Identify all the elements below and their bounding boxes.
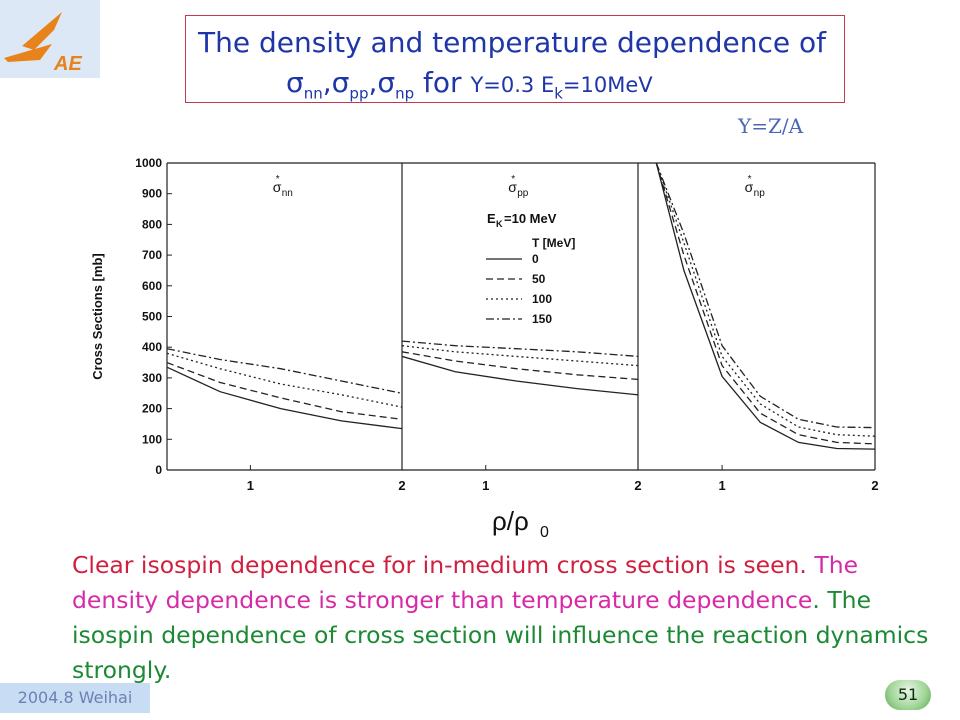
series-line-T0 xyxy=(655,163,875,450)
panel-label-star: * xyxy=(748,174,752,185)
sigma-np-subscript: np xyxy=(395,84,415,103)
title-condition-a: Y=0.3 E xyxy=(470,73,555,97)
panel-label-sigma: σ xyxy=(508,179,517,195)
series-line-T150 xyxy=(655,163,875,429)
panel-label-subscript: np xyxy=(754,188,766,199)
legend-entry-label: 0 xyxy=(532,252,539,266)
logo-text: AE xyxy=(53,53,82,75)
series-line-T150 xyxy=(167,348,402,394)
y-tick-label: 300 xyxy=(142,371,162,385)
description-part-1: Clear isospin dependence for in-medium c… xyxy=(72,551,815,579)
energy-label-subscript: K xyxy=(496,219,503,229)
panel-label-subscript: nn xyxy=(282,188,293,199)
series-line-T150 xyxy=(402,340,638,358)
x-tick-label: 1 xyxy=(247,478,254,493)
energy-label: E xyxy=(487,211,496,226)
x-tick-label: 2 xyxy=(634,478,641,493)
title-condition-subscript: k xyxy=(554,84,563,103)
title-box: The density and temperature dependence o… xyxy=(185,15,845,103)
y-tick-label: 200 xyxy=(142,402,162,416)
title-line-2: σnn,σpp,σnp for Y=0.3 Ek=10MeV xyxy=(286,66,653,103)
series-line-T0 xyxy=(402,355,638,396)
series-line-T50 xyxy=(167,361,402,420)
y-tick-label: 1000 xyxy=(135,156,162,170)
x-tick-label: 2 xyxy=(871,478,878,493)
footer-date-location: 2004.8 Weihai xyxy=(0,683,150,713)
yz-annotation: Y=Z/A xyxy=(738,114,804,138)
description-part-2: The density dependence is stronger than … xyxy=(72,551,859,614)
title-condition-b: =10MeV xyxy=(562,73,653,97)
description-text: Clear isospin dependence for in-medium c… xyxy=(72,548,942,688)
y-tick-label: 0 xyxy=(155,463,162,477)
legend-entry-label: 50 xyxy=(532,272,546,286)
sigma-pp-subscript: pp xyxy=(349,84,369,103)
sigma-nn-symbol: σ xyxy=(286,66,304,99)
title-comma-1: , xyxy=(322,66,332,99)
page-number-badge: 51 xyxy=(885,680,931,710)
y-tick-label: 600 xyxy=(142,279,162,293)
legend-entry-label: 150 xyxy=(532,312,552,326)
x-tick-label: 2 xyxy=(398,478,405,493)
sigma-np-symbol: σ xyxy=(377,66,396,99)
energy-value: =10 MeV xyxy=(504,211,557,226)
series-line-T100 xyxy=(655,163,875,437)
y-tick-label: 100 xyxy=(142,432,162,446)
series-line-T50 xyxy=(402,351,638,381)
y-tick-label: 500 xyxy=(142,310,162,324)
x-axis-label-subscript: 0 xyxy=(540,524,549,541)
series-line-T100 xyxy=(167,352,402,408)
description-part-3: . The isospin dependence of cross sectio… xyxy=(72,586,929,684)
page-number: 51 xyxy=(897,685,919,704)
panel-label-subscript: pp xyxy=(517,188,529,199)
logo-wing-shape xyxy=(22,12,62,50)
sigma-pp-symbol: σ xyxy=(331,66,350,99)
title-comma-2: , xyxy=(368,66,378,99)
panel-label-sigma: σ xyxy=(273,179,282,195)
logo-background xyxy=(0,0,100,78)
logo-wing-shape-lower xyxy=(4,44,52,62)
y-tick-label: 700 xyxy=(142,248,162,262)
title-for-word: for xyxy=(414,66,471,99)
y-tick-label: 400 xyxy=(142,340,162,354)
series-line-T50 xyxy=(655,163,875,445)
panel-label-star: * xyxy=(276,174,280,185)
title-line-1: The density and temperature dependence o… xyxy=(198,26,827,59)
x-tick-label: 1 xyxy=(482,478,489,493)
legend-title: T [MeV] xyxy=(532,236,575,250)
x-tick-label: 1 xyxy=(718,478,725,493)
y-axis-label: Cross Sections [mb] xyxy=(90,253,105,379)
panel-label-star: * xyxy=(511,174,515,185)
panel-label-sigma: σ xyxy=(745,179,754,195)
sigma-nn-subscript: nn xyxy=(303,84,323,103)
x-axis-label: ρ/ρ xyxy=(492,506,529,536)
y-tick-label: 900 xyxy=(142,187,162,201)
iae-logo: AE xyxy=(4,12,82,75)
y-tick-label: 800 xyxy=(142,217,162,231)
legend-entry-label: 100 xyxy=(532,292,552,306)
series-line-T0 xyxy=(167,366,402,430)
series-line-T100 xyxy=(402,345,638,367)
